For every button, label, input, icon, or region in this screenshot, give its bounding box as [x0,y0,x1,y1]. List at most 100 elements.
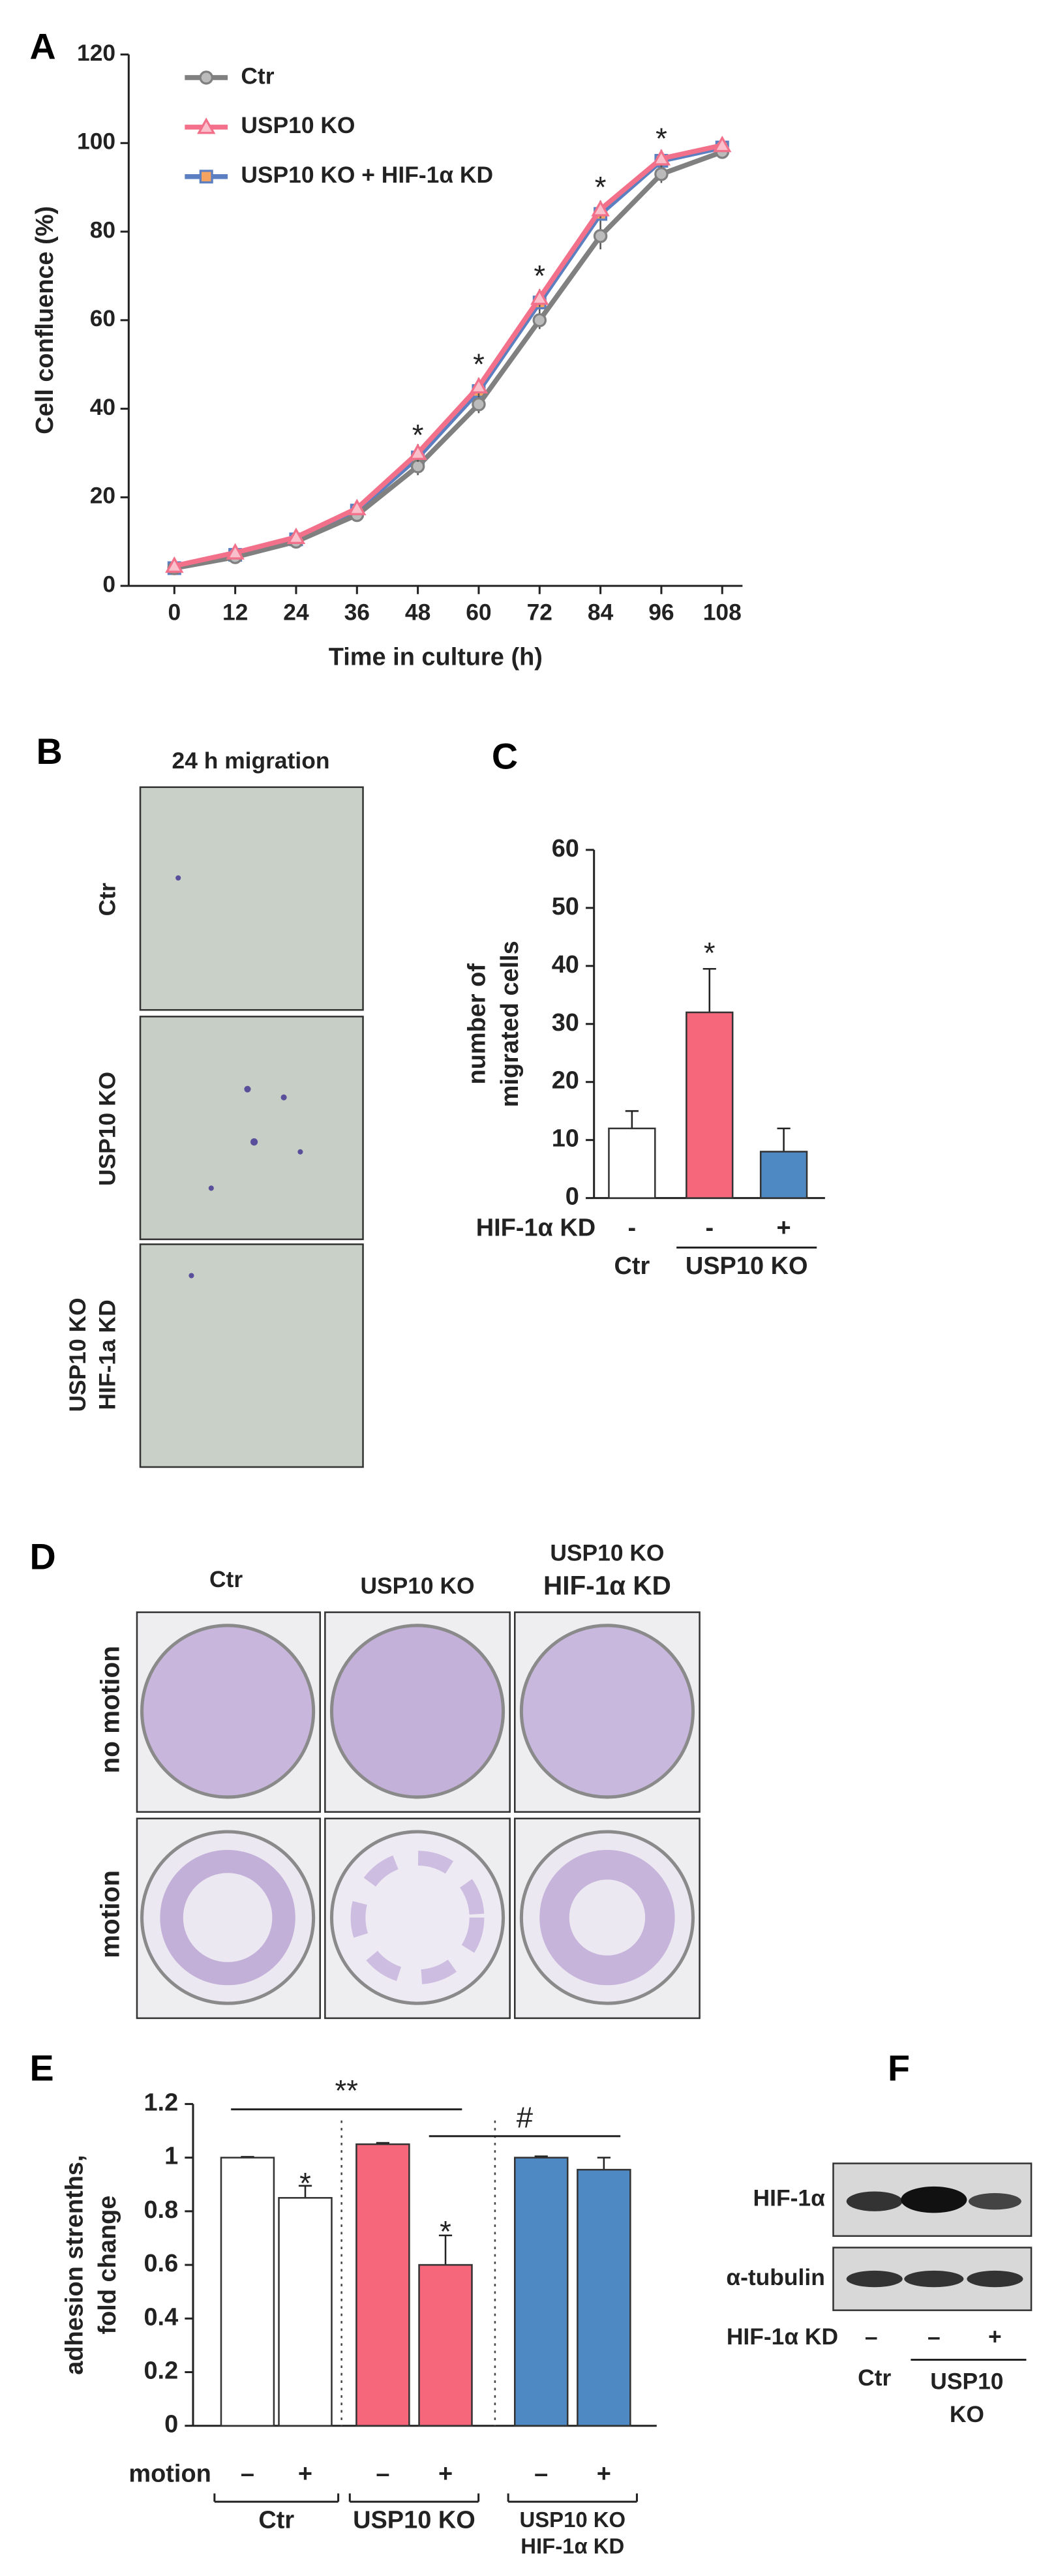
image [139,1243,364,1468]
x-tick-label: 72 [527,599,552,625]
x-tick-label: 108 [703,599,742,625]
panel-letter: B [37,731,63,772]
y-axis-label: Cell confluence (%) [31,206,59,434]
marker [348,498,367,515]
band-label: HIF-1α [753,2185,826,2211]
bar [759,1151,808,1199]
row-label: motion [95,1870,125,1958]
row-label: HIF-1α KD [476,1215,596,1242]
row-label: HIF-1α KD [727,2324,838,2350]
cell [297,1149,303,1155]
row-label: Ctr [94,883,120,916]
y-axis-label: fold change [94,2196,121,2335]
group-label: USP10 [930,2368,1003,2394]
group-label: Ctr [614,1252,650,1280]
x-tick-label: 12 [222,599,248,625]
band [846,2191,903,2211]
marker [286,527,306,544]
legend-label: USP10 KO + HIF-1α KD [241,162,493,188]
marker [530,288,549,305]
x-tick-label: 24 [283,599,309,625]
group-label: USP10 KO [353,2506,475,2534]
well [140,1624,316,1799]
bar [577,2168,631,2427]
annotation: * [704,936,716,969]
bar [513,2157,569,2427]
group-label: USP10 KO [519,2508,626,2532]
x-tick-label: 36 [344,599,370,625]
series-line [173,143,723,569]
group-label: Ctr [858,2365,891,2391]
migration-images [139,786,364,1468]
cell [189,1273,194,1279]
series-line [173,149,723,571]
bar [608,1127,656,1199]
blot [832,2162,1033,2361]
y-tick-label: 0.4 [143,2303,178,2331]
y-tick-label: 80 [90,217,115,243]
column-label: USP10 KO [360,1573,474,1599]
marker [532,313,547,327]
y-axis-label: adhesion strenths, [61,2155,88,2374]
category-label: + [777,1215,791,1242]
marker [410,459,425,474]
marker [654,167,669,181]
panel-letter: A [30,27,56,67]
panel-letter: F [888,2048,910,2089]
marker [472,397,486,412]
y-tick-label: 40 [552,951,579,978]
category-label: + [298,2461,312,2488]
annotation: * [534,259,545,292]
image [139,1016,364,1241]
legend-marker [199,170,213,184]
bracket-label: ** [335,2074,358,2107]
category-label: – [534,2461,548,2488]
cell [280,1094,287,1100]
wells [136,1611,701,2020]
category-label: - [705,1215,714,1242]
marker [591,200,610,217]
y-tick-label: 0 [566,1183,579,1211]
y-tick-label: 10 [552,1125,579,1153]
marker [408,443,427,460]
annotation: * [412,419,424,452]
group-label: HIF-1α KD [520,2534,624,2558]
lane-sign: – [865,2324,878,2350]
panel-letter: C [492,736,518,776]
annotation: * [440,2215,451,2249]
panel-letter: D [30,1536,56,1577]
band [901,2186,967,2213]
panel-letter: E [30,2048,54,2089]
category-label: – [376,2461,389,2488]
y-tick-label: 60 [552,835,579,862]
legend-label: Ctr [241,63,274,89]
y-tick-label: 1.2 [143,2089,178,2116]
category-label: + [438,2461,453,2488]
y-tick-label: 1 [164,2143,178,2170]
y-axis-label: number of [464,963,491,1085]
y-tick-label: 0.2 [143,2357,178,2385]
bracket-label: # [517,2100,534,2134]
x-tick-label: 84 [588,599,614,625]
cell [244,1085,251,1093]
column-label: HIF-1α KD [543,1570,671,1600]
group-label: USP10 KO [686,1252,808,1280]
legend-marker [199,70,213,85]
bar [278,2197,333,2427]
bar [686,1011,734,1199]
band [968,2193,1021,2210]
y-axis-label: migrated cells [496,941,524,1107]
band [846,2270,903,2288]
x-tick-label: 48 [405,599,430,625]
y-tick-label: 60 [90,305,115,331]
cell-ring [160,1849,295,1986]
legend-marker [197,117,216,134]
cell [250,1138,258,1146]
row-label: USP10 KO [94,1072,120,1186]
column-label: USP10 KO [550,1539,664,1566]
y-tick-label: 120 [77,40,115,66]
well [329,1624,505,1799]
group-label: KO [950,2401,984,2427]
annotation: * [656,122,667,155]
y-tick-label: 100 [77,129,115,155]
